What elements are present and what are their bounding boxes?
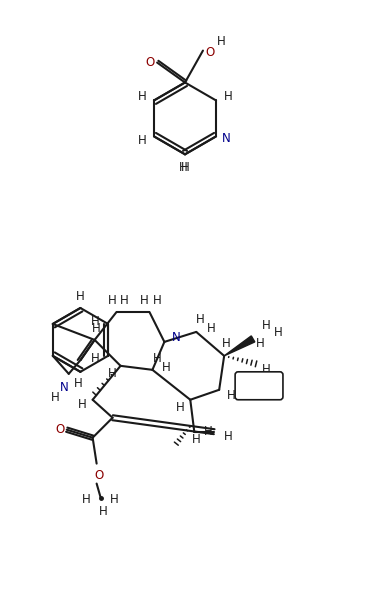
Text: H: H bbox=[74, 377, 83, 390]
Text: H: H bbox=[196, 314, 204, 326]
Text: H: H bbox=[76, 289, 85, 302]
Text: N: N bbox=[172, 331, 181, 345]
Text: H: H bbox=[207, 323, 215, 336]
Text: N: N bbox=[60, 381, 69, 394]
Text: H: H bbox=[108, 367, 117, 380]
Text: H: H bbox=[78, 398, 87, 412]
Text: H: H bbox=[91, 352, 100, 365]
Text: O: O bbox=[146, 56, 155, 69]
Text: H: H bbox=[217, 35, 225, 48]
Polygon shape bbox=[224, 336, 255, 356]
Text: H: H bbox=[222, 337, 231, 350]
Text: H: H bbox=[204, 425, 212, 438]
Text: H: H bbox=[91, 315, 100, 329]
Text: H: H bbox=[108, 295, 117, 308]
Text: H: H bbox=[82, 493, 91, 506]
Text: H: H bbox=[262, 320, 271, 333]
Text: H: H bbox=[153, 295, 162, 308]
Text: H: H bbox=[138, 134, 146, 147]
Text: H: H bbox=[162, 361, 171, 374]
Text: H: H bbox=[179, 161, 187, 174]
Text: H: H bbox=[110, 493, 119, 506]
Text: H: H bbox=[192, 433, 201, 446]
FancyBboxPatch shape bbox=[235, 372, 283, 400]
Text: H: H bbox=[99, 505, 108, 518]
Text: O: O bbox=[205, 46, 215, 59]
Text: H: H bbox=[138, 90, 146, 103]
Text: H: H bbox=[262, 364, 271, 377]
Text: H: H bbox=[227, 389, 236, 402]
Text: H: H bbox=[92, 323, 101, 336]
Text: H: H bbox=[224, 90, 233, 103]
Text: H: H bbox=[176, 401, 185, 415]
Text: H: H bbox=[180, 161, 189, 174]
Text: H: H bbox=[256, 337, 264, 350]
Text: N: N bbox=[222, 132, 230, 145]
Text: H: H bbox=[51, 391, 59, 404]
Text: O: O bbox=[55, 423, 64, 436]
Text: H: H bbox=[274, 326, 282, 339]
Text: Abs: Abs bbox=[248, 380, 270, 393]
Text: H: H bbox=[224, 430, 233, 443]
Text: H: H bbox=[140, 295, 149, 308]
Text: H: H bbox=[120, 295, 129, 308]
Text: H: H bbox=[153, 352, 162, 365]
Text: O: O bbox=[94, 469, 103, 482]
